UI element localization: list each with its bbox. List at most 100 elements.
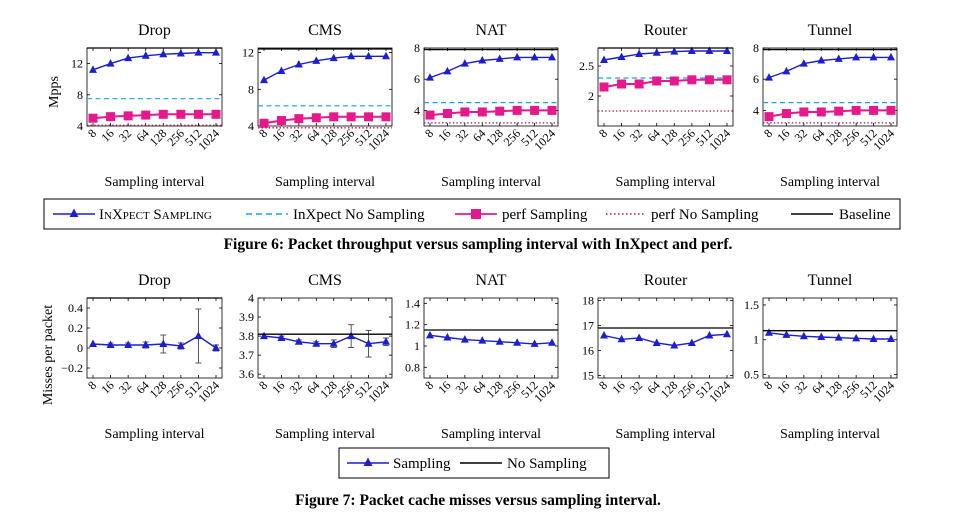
fig7-tunnel-sampling-line [768,332,891,340]
fig7-nat-sampling-point [426,330,434,339]
fig6-tunnel-perf-sampling-point [886,105,896,115]
fig6-nat-inxpect-sampling-point [460,59,469,67]
fig6-cms-perf-sampling-point [346,112,356,122]
fig7-legend: Sampling No Sampling [338,447,610,479]
fig6-drop-perf-sampling-point [211,109,221,119]
fig6-router-ytick-label: 2 [588,89,594,103]
legend-sampling-label: Sampling [393,456,451,472]
fig6-router-inxpect-sampling-point [600,55,608,63]
fig6-tunnel-inxpect-sampling-point [817,55,826,64]
fig6-tunnel-inxpect-sampling-point [799,59,808,67]
fig6-drop-xtick-label: 8 [85,126,99,140]
fig7-drop-xtick-label: 1024 [195,378,222,405]
fig6-drop-inxpect-sampling-point [212,48,220,56]
fig6-drop-inxpect-sampling-point [141,51,150,59]
fig7-router-sampling-point [635,333,644,341]
legend-sampling-marker [363,457,373,466]
fig6-drop-perf-sampling-point [141,110,151,120]
fig7-tunnel-ytick-label: 1 [753,333,759,347]
fig6-router-perf-sampling-point [652,76,662,86]
fig6-drop-perf-sampling-point [176,109,186,119]
fig7-cms-xlabel: Sampling interval [275,427,375,442]
fig7-drop-sampling-point [176,341,185,349]
fig7-drop-title: Drop [138,272,171,289]
fig6-cms-title: CMS [308,22,342,39]
fig6-cms-perf-sampling-point [259,118,269,128]
fig6-router-inxpect-sampling-point [670,47,679,55]
fig6-nat-perf-sampling-point [495,106,505,116]
fig7-nat-xtick-label: 8 [422,378,436,392]
fig7-router-sampling-point [652,338,661,346]
fig6-tunnel-xtick-label: 1024 [870,126,897,153]
fig7-cms-ytick-label: 3.9 [239,310,254,324]
fig7-router-xlabel: Sampling interval [616,427,716,442]
fig6-tunnel-ytick-label: 4 [753,103,759,117]
fig7-tunnel-sampling-point [852,333,861,342]
fig7-tunnel-sampling-point [817,332,826,340]
fig6-router-xtick-label: 32 [627,126,645,144]
fig6-router-xtick-label: 16 [609,126,627,144]
fig6-cms-inxpect-sampling-point [260,75,268,84]
fig6-tunnel-inxpect-sampling-point [834,54,843,62]
fig7-drop-sampling-point [124,340,133,348]
fig7-router-ytick-label: 16 [582,344,594,358]
fig6-nat-ytick-label: 4 [414,103,420,117]
fig6-router-inxpect-sampling-point [723,46,731,54]
legend-inxpect-sampling-label: InXpect Sampling [99,207,212,223]
fig6-drop-inxpect-sampling-point [124,53,133,62]
fig6-router-inxpect-sampling-point [705,46,714,54]
fig7-tunnel-sampling-point [782,330,791,338]
fig6-drop-inxpect-sampling-point [176,48,185,57]
fig6-cms-perf-sampling-point [276,115,286,125]
fig6-router-ytick-label: 2.5 [579,59,594,73]
fig7-router-xtick-label: 1024 [706,378,733,405]
fig6-nat-inxpect-sampling-line [429,56,552,79]
fig6-tunnel-perf-sampling-point [834,106,844,116]
fig6-router-perf-sampling-point [687,75,697,85]
fig7-router-sampling-point [705,331,714,339]
fig7-nat-ytick-label: 1.2 [405,318,420,332]
fig6-nat-xlabel: Sampling interval [441,175,541,190]
fig7-router-sampling-point [687,338,696,346]
fig7-nat-sampling-point [530,339,539,347]
fig7-nat-xlabel: Sampling interval [441,427,541,442]
fig7-nat-title: NAT [475,272,506,289]
legend-inxpect-word: InXpect Sampling [99,207,212,223]
fig7-cms-sampling-line [263,335,387,345]
fig6-drop-inxpect-sampling-point [89,65,97,73]
fig7-drop-xtick-label: 16 [98,378,116,396]
fig7-cms-ytick-label: 4 [248,291,254,305]
fig7-drop-sampling-point [212,343,220,351]
fig6-cms-perf-sampling-point [364,112,374,122]
fig6-tunnel-ytick-label: 8 [753,41,759,55]
fig6-router-xtick-label: 1024 [706,126,733,153]
fig7-router-ytick-label: 15 [582,369,594,383]
fig6-router-perf-sampling-point [617,79,627,89]
fig7-caption: Figure 7: Packet cache misses versus sam… [295,492,661,509]
fig6-cms-ytick-label: 4 [248,119,254,133]
fig6-tunnel-inxpect-sampling-point [765,73,773,81]
fig6-router-perf-sampling-point [634,79,644,89]
fig6-cms-inxpect-sampling-point [382,51,390,60]
fig6-nat-perf-sampling-point [460,107,470,117]
fig7-tunnel-sampling-point [887,334,895,343]
fig7-cms-xtick-label: 1024 [365,378,392,405]
fig6-tunnel-perf-sampling-point [799,107,809,117]
fig7-drop-sampling-point [89,339,97,347]
fig7-drop-xtick-label: 8 [85,378,99,392]
fig6-drop-inxpect-sampling-point [194,48,203,56]
fig7-drop-ytick-label: 0 [77,341,83,355]
legend-inxpect-nosampling-label: InXpect No Sampling [293,207,425,223]
fig6-cms-ytick-label: 12 [242,46,254,60]
fig7-tunnel-frame [762,297,898,379]
fig6-tunnel-perf-sampling-point [869,105,879,115]
fig6-drop-xlabel: Sampling interval [105,175,205,190]
fig6-cms-perf-sampling-point [381,112,391,122]
fig6-router-perf-sampling-point [669,76,679,86]
fig7-drop-sampling-point [106,340,115,348]
fig7-nat-sampling-point [513,338,522,346]
fig7-nat-sampling-point [548,338,556,346]
